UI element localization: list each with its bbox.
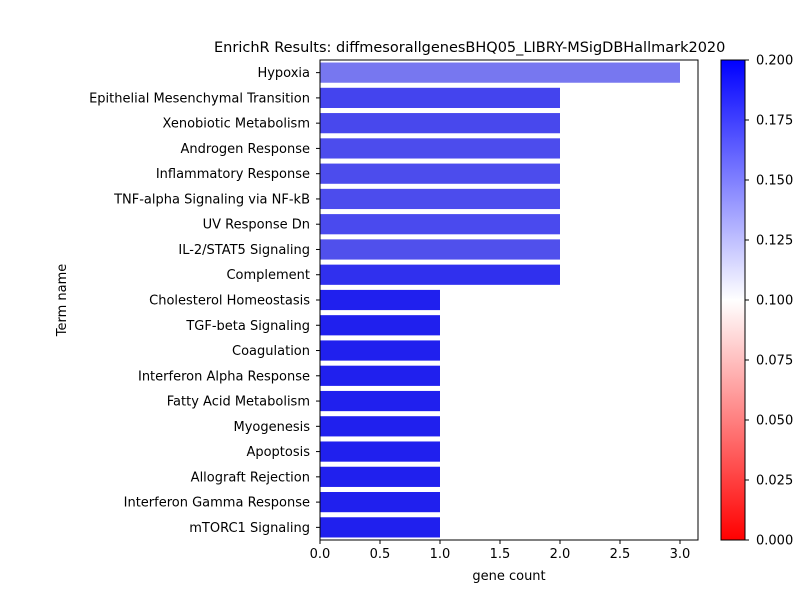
bar: [320, 163, 560, 184]
x-tick-label: 2.0: [550, 547, 571, 562]
plot-frame: [319, 59, 699, 541]
bar: [320, 492, 440, 513]
x-tick-label: 0.5: [370, 547, 391, 562]
colorbar-ticks-group: 0.000 0.025 0.050 0.075 0.100 0.125 0.150 0.175…: [745, 54, 793, 549]
category-label: UV Response Dn: [203, 218, 310, 233]
x-tick-label: 0.0: [310, 547, 331, 562]
category-label: Myogenesis: [233, 420, 310, 435]
colorbar-tick-label: 0.025: [756, 474, 793, 489]
x-tick-label: 2.5: [610, 547, 631, 562]
category-label: Xenobiotic Metabolism: [163, 117, 310, 132]
bar: [320, 239, 560, 260]
bar: [320, 214, 560, 235]
colorbar-tick-label: 0.150: [756, 174, 793, 189]
bar: [320, 365, 440, 386]
category-label: Coagulation: [232, 344, 310, 359]
bar: [320, 87, 560, 108]
bar: [320, 138, 560, 159]
colorbar-tick-label: 0.000: [756, 534, 793, 549]
colorbar: [720, 59, 746, 541]
x-tick-label: 1.5: [490, 547, 511, 562]
category-labels-group: Hypoxia Epithelial Mesenchymal Transition…: [89, 66, 320, 536]
colorbar-tick-label: 0.125: [756, 234, 793, 249]
bars-group: [320, 62, 680, 538]
category-label: Interferon Gamma Response: [124, 496, 310, 511]
category-label: IL-2/STAT5 Signaling: [178, 243, 310, 258]
bar: [320, 340, 440, 361]
bar: [320, 289, 440, 311]
category-label: Hypoxia: [257, 66, 310, 81]
category-label: Interferon Alpha Response: [138, 369, 310, 384]
y-axis-label: Term name: [55, 264, 70, 338]
bar: [320, 315, 440, 336]
x-tick-label: 1.0: [430, 547, 451, 562]
category-label: Complement: [226, 268, 310, 283]
bar: [320, 466, 440, 487]
colorbar-tick-label: 0.175: [756, 114, 793, 129]
bar: [320, 390, 440, 412]
colorbar-tick-label: 0.050: [756, 414, 793, 429]
x-tick-label: 3.0: [670, 547, 691, 562]
bar: [320, 264, 560, 285]
x-axis-label: gene count: [472, 569, 545, 584]
category-label: Epithelial Mesenchymal Transition: [89, 91, 310, 106]
category-label: Inflammatory Response: [156, 167, 310, 182]
category-label: TGF-beta Signaling: [185, 319, 310, 334]
category-label: Cholesterol Homeostasis: [149, 294, 310, 309]
colorbar-tick-label: 0.100: [756, 294, 793, 309]
category-label: Androgen Response: [181, 142, 310, 157]
bar: [320, 416, 440, 437]
category-label: Apoptosis: [246, 445, 310, 460]
category-label: Fatty Acid Metabolism: [167, 395, 310, 410]
bar: [320, 517, 440, 538]
chart-title: EnrichR Results: diffmesorallgenesBHQ05_…: [214, 40, 725, 56]
bar: [320, 188, 560, 210]
category-label: mTORC1 Signaling: [189, 521, 310, 536]
category-label: TNF-alpha Signaling via NF-kB: [113, 192, 310, 207]
category-label: Allograft Rejection: [191, 470, 310, 485]
x-axis: 0.0 0.5 1.0 1.5 2.0 2.5 3.0: [310, 540, 691, 562]
bar: [320, 62, 680, 83]
colorbar-tick-label: 0.075: [756, 354, 793, 369]
bar: [320, 441, 440, 462]
bar: [320, 113, 560, 134]
colorbar-tick-label: 0.200: [756, 54, 793, 69]
